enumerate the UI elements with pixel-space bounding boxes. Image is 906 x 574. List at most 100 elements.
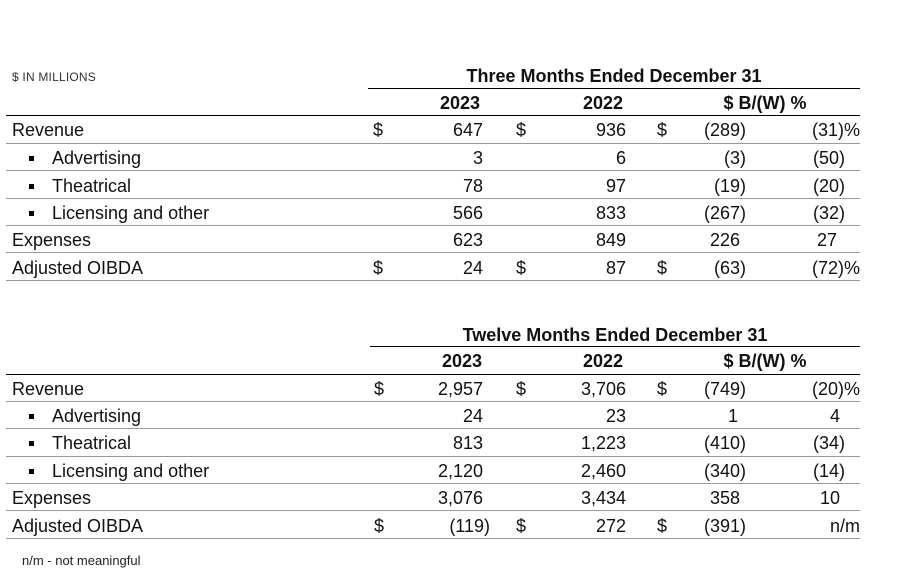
currency-symbol: $ xyxy=(657,120,668,140)
value-change-pct: (20)% xyxy=(811,379,860,399)
value-change-pct: (32) xyxy=(812,203,845,223)
bullet-marker xyxy=(29,184,34,189)
row-label: Expenses xyxy=(12,230,92,250)
header-divider xyxy=(6,374,860,375)
bullet-marker xyxy=(29,414,34,419)
bullet-marker xyxy=(29,441,34,446)
value-2023: 813 xyxy=(452,433,483,453)
row-divider xyxy=(6,483,860,484)
value-change: (267) xyxy=(703,203,746,223)
value-2023: 3 xyxy=(472,148,483,168)
column-header-2023: 2023 xyxy=(439,93,481,113)
row-label: Adjusted OIBDA xyxy=(12,516,144,536)
period-header: Three Months Ended December 31 xyxy=(466,66,762,86)
row-divider xyxy=(6,538,860,539)
value-2023: 2,120 xyxy=(437,461,483,481)
value-change-pct: (31)% xyxy=(811,120,860,140)
row-divider xyxy=(6,401,860,402)
footnote: n/m - not meaningful xyxy=(22,553,141,568)
header-divider xyxy=(6,115,860,116)
value-change-pct: (34) xyxy=(812,433,845,453)
row-label: Revenue xyxy=(12,120,85,140)
currency-symbol: $ xyxy=(374,379,385,399)
row-divider xyxy=(6,456,860,457)
row-label: Advertising xyxy=(52,406,142,426)
value-change: (391) xyxy=(703,516,746,536)
value-2023: 24 xyxy=(462,258,483,278)
row-divider xyxy=(6,170,860,171)
value-change: (3) xyxy=(724,148,746,168)
value-change: (410) xyxy=(703,433,746,453)
column-header-2023: 2023 xyxy=(441,351,483,371)
row-label: Licensing and other xyxy=(52,203,210,223)
value-2023: 24 xyxy=(462,406,483,426)
row-divider xyxy=(6,252,860,253)
value-2022: 936 xyxy=(595,120,626,140)
value-2023: 78 xyxy=(462,176,483,196)
value-change: (749) xyxy=(703,379,746,399)
value-change: 226 xyxy=(709,230,740,250)
value-change-pct: (20) xyxy=(812,176,845,196)
value-change-pct: (72)% xyxy=(811,258,860,278)
value-change: 358 xyxy=(709,488,740,508)
row-label: Expenses xyxy=(12,488,92,508)
row-divider xyxy=(6,510,860,511)
period-divider xyxy=(368,88,860,89)
value-2022: 6 xyxy=(615,148,626,168)
currency-symbol: $ xyxy=(657,258,668,278)
row-label: Theatrical xyxy=(52,176,132,196)
period-divider xyxy=(370,346,860,347)
value-change-pct: 10 xyxy=(819,488,840,508)
column-header-change: $ B/(W) % xyxy=(723,351,807,371)
value-change: (289) xyxy=(703,120,746,140)
row-divider xyxy=(6,428,860,429)
value-2023: 3,076 xyxy=(437,488,483,508)
currency-symbol: $ xyxy=(657,379,668,399)
value-2022: 3,434 xyxy=(580,488,626,508)
value-change: (63) xyxy=(713,258,746,278)
value-change-pct: (14) xyxy=(812,461,845,481)
currency-symbol: $ xyxy=(516,120,527,140)
period-header: Twelve Months Ended December 31 xyxy=(462,325,768,345)
value-change-pct: n/m xyxy=(829,516,860,536)
currency-symbol: $ xyxy=(657,516,668,536)
row-label: Revenue xyxy=(12,379,85,399)
currency-symbol: $ xyxy=(516,258,527,278)
column-header-change: $ B/(W) % xyxy=(723,93,807,113)
row-divider xyxy=(6,143,860,144)
value-2022: 3,706 xyxy=(580,379,626,399)
value-2022: 272 xyxy=(595,516,626,536)
value-change-pct: 27 xyxy=(816,230,837,250)
row-divider xyxy=(6,225,860,226)
row-divider xyxy=(6,280,860,281)
row-label: Licensing and other xyxy=(52,461,210,481)
row-label: Advertising xyxy=(52,148,142,168)
value-2023: 623 xyxy=(452,230,483,250)
value-2022: 1,223 xyxy=(580,433,626,453)
value-2022: 849 xyxy=(595,230,626,250)
column-header-2022: 2022 xyxy=(582,351,624,371)
value-2022: 2,460 xyxy=(580,461,626,481)
currency-symbol: $ xyxy=(373,258,384,278)
currency-symbol: $ xyxy=(374,516,385,536)
currency-symbol: $ xyxy=(516,379,527,399)
value-change: (19) xyxy=(713,176,746,196)
row-divider xyxy=(6,198,860,199)
value-2022: 97 xyxy=(605,176,626,196)
currency-symbol: $ xyxy=(373,120,384,140)
value-2022: 833 xyxy=(595,203,626,223)
bullet-marker xyxy=(29,469,34,474)
value-2022: 87 xyxy=(605,258,626,278)
value-change-pct: 4 xyxy=(829,406,840,426)
value-change: 1 xyxy=(727,406,738,426)
units-label: $ IN MILLIONS xyxy=(12,70,96,84)
row-label: Theatrical xyxy=(52,433,132,453)
value-2023: 647 xyxy=(452,120,483,140)
value-change: (340) xyxy=(703,461,746,481)
value-2023: (119) xyxy=(449,516,490,536)
value-2023: 2,957 xyxy=(437,379,483,399)
row-label: Adjusted OIBDA xyxy=(12,258,144,278)
bullet-marker xyxy=(29,156,34,161)
value-2022: 23 xyxy=(605,406,626,426)
column-header-2022: 2022 xyxy=(582,93,624,113)
